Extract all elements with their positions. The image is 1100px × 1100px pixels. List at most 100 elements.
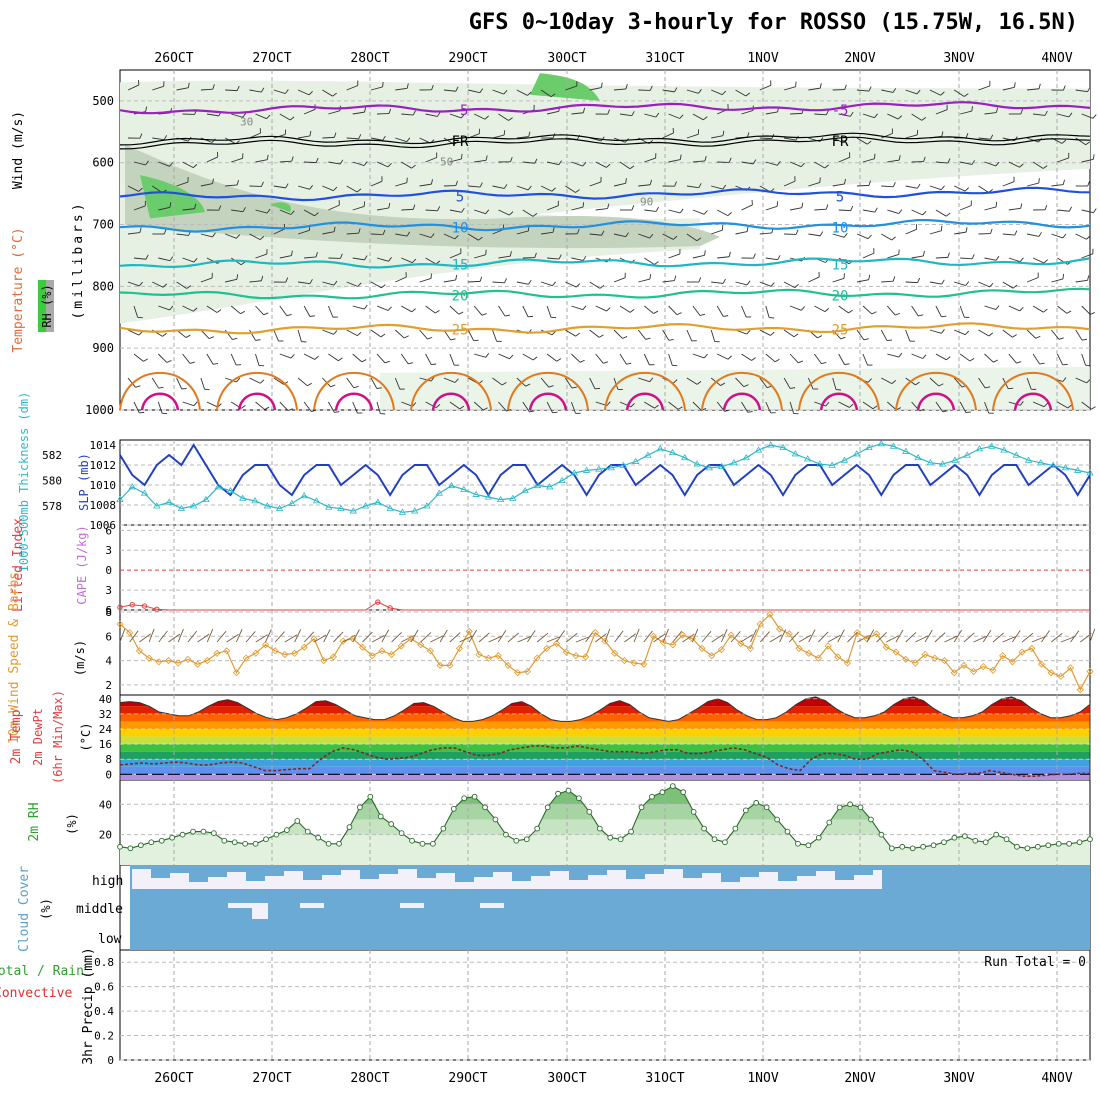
wind-barb-feather bbox=[163, 135, 168, 140]
wind-barbs bbox=[127, 79, 1097, 415]
y-tick-rh: 20 bbox=[99, 829, 112, 842]
thickness-point bbox=[128, 483, 136, 490]
wind-speed-point bbox=[756, 620, 764, 628]
wind-barb bbox=[929, 230, 942, 235]
wind-barb bbox=[735, 377, 745, 387]
wind-barb-10m bbox=[614, 630, 624, 643]
wind-barb-10m bbox=[1002, 636, 1016, 643]
cape-axis-label: CAPE (J/kg) bbox=[75, 525, 89, 604]
wind-barb bbox=[960, 161, 973, 165]
wind-barb-feather bbox=[871, 311, 877, 315]
y-tick-slp: 1008 bbox=[90, 499, 117, 512]
wind-barb-feather bbox=[338, 357, 343, 362]
wind-barb-10m bbox=[468, 629, 478, 643]
wind-barb-feather bbox=[358, 134, 362, 140]
wind-barb-feather bbox=[746, 280, 751, 286]
wind-speed-point bbox=[611, 649, 619, 657]
wind-barb bbox=[346, 281, 358, 287]
rh-legend-swatch-gray bbox=[46, 280, 54, 332]
wind-barb-feather bbox=[703, 210, 708, 215]
wind-barb bbox=[1081, 113, 1094, 119]
wind-barb bbox=[765, 111, 778, 115]
wind-barb-10m bbox=[653, 633, 666, 643]
wind-barb bbox=[249, 280, 262, 283]
rh-point bbox=[1045, 842, 1052, 849]
wind-barb bbox=[522, 353, 534, 361]
wind-barb-feather bbox=[607, 109, 611, 115]
wind-barb-feather bbox=[776, 161, 781, 166]
wind-barb-10m bbox=[973, 635, 987, 643]
wind-barb-feather bbox=[995, 255, 1000, 261]
wind-barb-feather bbox=[435, 404, 441, 408]
wind-barb-feather bbox=[138, 331, 143, 336]
wind-barb-feather bbox=[509, 354, 514, 360]
thickness-point bbox=[681, 453, 689, 461]
thickness-point bbox=[263, 502, 272, 509]
wind-barb-feather bbox=[867, 140, 872, 145]
wind-barb bbox=[595, 305, 607, 312]
wind-barb-feather bbox=[673, 379, 678, 384]
thickness-point bbox=[337, 504, 345, 511]
wind-barb-feather bbox=[995, 161, 1000, 167]
wind-barb-10m bbox=[827, 634, 841, 643]
rh-band-20 bbox=[120, 819, 1090, 835]
wind-barb bbox=[911, 353, 923, 359]
wind-barb-feather bbox=[848, 309, 853, 314]
wind-barb bbox=[735, 281, 748, 286]
wind-barb-feather bbox=[940, 91, 945, 96]
wind-barb bbox=[565, 185, 576, 193]
wind-barb-feather bbox=[510, 156, 513, 162]
thickness-point bbox=[484, 493, 493, 500]
wind-barb-feather bbox=[357, 332, 362, 336]
wind-barb bbox=[370, 137, 383, 141]
li-axis-label: Lifted Index bbox=[11, 518, 26, 612]
isotherm-30 bbox=[895, 371, 977, 411]
wind-barb bbox=[279, 113, 291, 121]
y-tick-thickness: 580 bbox=[42, 475, 62, 488]
wind-barb bbox=[1027, 233, 1039, 237]
wind-barb bbox=[346, 85, 358, 91]
wind-barb bbox=[322, 329, 334, 335]
wind-barb bbox=[881, 280, 894, 283]
wind-barb-10m bbox=[168, 633, 181, 643]
wind-barb bbox=[1075, 279, 1088, 283]
thickness-point bbox=[816, 460, 824, 467]
wind-barb bbox=[303, 305, 311, 317]
wind-barb bbox=[783, 180, 796, 187]
wind-speed-point bbox=[1047, 669, 1055, 677]
y-tick-temp: 32 bbox=[99, 708, 112, 721]
wind-barb-feather bbox=[824, 308, 830, 312]
wind-barb-10m bbox=[1041, 630, 1050, 643]
wind-speed-point bbox=[417, 641, 425, 649]
rh-point bbox=[617, 836, 624, 843]
isotherm-label-20: 20 bbox=[452, 289, 469, 305]
rh-point bbox=[701, 825, 707, 832]
rh-point bbox=[409, 837, 415, 844]
wind-barb-feather bbox=[508, 117, 513, 121]
wind-barb-feather bbox=[162, 333, 167, 337]
wind-speed-point bbox=[116, 620, 124, 628]
wind-barb-feather bbox=[242, 113, 247, 118]
wind-barb-feather bbox=[727, 212, 732, 216]
wind-barb bbox=[322, 89, 333, 97]
wind-barb bbox=[273, 185, 286, 189]
wind-barb-feather bbox=[844, 84, 847, 90]
wind-barb-10m bbox=[410, 629, 419, 643]
wind-barb bbox=[959, 353, 971, 362]
cloud-high-bar bbox=[607, 865, 626, 870]
rh-point bbox=[836, 804, 843, 811]
wind-barb bbox=[546, 305, 552, 318]
rh-point bbox=[565, 787, 572, 794]
thickness-point bbox=[767, 441, 775, 448]
wind-barb bbox=[516, 281, 529, 285]
wind-barb bbox=[157, 401, 163, 414]
wind-barb bbox=[765, 161, 778, 166]
wind-speed-point bbox=[164, 657, 173, 665]
wind-barb-feather bbox=[844, 363, 850, 365]
temp-band bbox=[120, 751, 1090, 760]
wind-barb-feather bbox=[1038, 178, 1040, 184]
cloud-high-bar bbox=[531, 865, 550, 876]
cloud-high-bar bbox=[588, 865, 607, 875]
temp2m-label-group: 2m Temp bbox=[9, 709, 24, 764]
wind-barb-feather bbox=[965, 281, 970, 286]
